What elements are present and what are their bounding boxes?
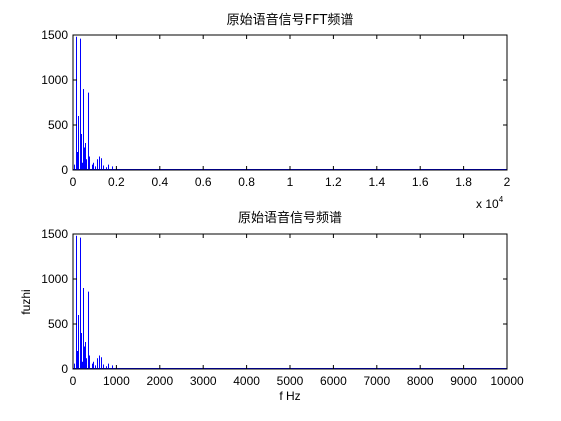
y-tick-label: 500 — [48, 118, 68, 132]
y-tick-label: 1500 — [41, 28, 68, 42]
y-tick-label: 1500 — [41, 227, 68, 241]
x-tick-label: 0.8 — [238, 175, 255, 189]
chart-title: 原始语音信号频谱 — [238, 210, 342, 226]
spectrum-subplot: 原始语音信号频谱 0 1000 2000 3000 4000 5000 6000 7000 80… — [19, 210, 524, 403]
plot-frame-border — [72, 34, 508, 171]
x-tick-label: 8000 — [407, 374, 434, 388]
x-tick-label: 1.4 — [368, 175, 385, 189]
y-tick-label: 0 — [61, 163, 68, 177]
x-tick-label: 1.6 — [412, 175, 429, 189]
x-tick-label: 2 — [504, 175, 511, 189]
x-exponent-base: x 10 — [476, 197, 499, 211]
x-tick-label: 9000 — [450, 374, 477, 388]
fft-spectrum-subplot: 原始语音信号FFT频谱 0 0.2 0.4 0.6 0.8 1 1.2 1.4 1.6 1.8 2 … — [41, 12, 510, 211]
x-axis-label: f Hz — [279, 389, 300, 403]
x-tick-label: 10000 — [490, 374, 524, 388]
y-tick-label: 1000 — [41, 73, 68, 87]
plot-frame — [72, 233, 508, 370]
plot-frame-border — [72, 233, 508, 370]
x-exponent-label: x 104 — [476, 195, 504, 211]
y-tick-label: 0 — [61, 362, 68, 376]
x-tick-label: 6000 — [320, 374, 347, 388]
x-ticks: 0 0.2 0.4 0.6 0.8 1 1.2 1.4 1.6 1.8 2 — [70, 35, 511, 189]
x-tick-label: 0.6 — [195, 175, 212, 189]
y-axis-label: fuzhi — [19, 289, 33, 314]
y-ticks: 0 500 1000 1500 — [41, 227, 507, 376]
x-tick-label: 1.8 — [455, 175, 472, 189]
y-ticks: 0 500 1000 1500 — [41, 28, 507, 177]
x-tick-label: 0 — [70, 175, 77, 189]
x-tick-label: 0.2 — [108, 175, 125, 189]
y-tick-label: 1000 — [41, 272, 68, 286]
chart-title: 原始语音信号FFT频谱 — [227, 12, 354, 28]
x-tick-label: 5000 — [277, 374, 304, 388]
x-tick-label: 7000 — [363, 374, 390, 388]
x-tick-label: 1000 — [103, 374, 130, 388]
x-tick-label: 3000 — [190, 374, 217, 388]
x-tick-label: 0.4 — [151, 175, 168, 189]
x-tick-label: 1.2 — [325, 175, 342, 189]
plot-frame — [72, 34, 508, 171]
x-tick-label: 1 — [287, 175, 294, 189]
x-tick-label: 0 — [70, 374, 77, 388]
x-exponent-power: 4 — [499, 195, 504, 204]
x-tick-label: 4000 — [233, 374, 260, 388]
x-tick-label: 2000 — [146, 374, 173, 388]
y-tick-label: 500 — [48, 317, 68, 331]
